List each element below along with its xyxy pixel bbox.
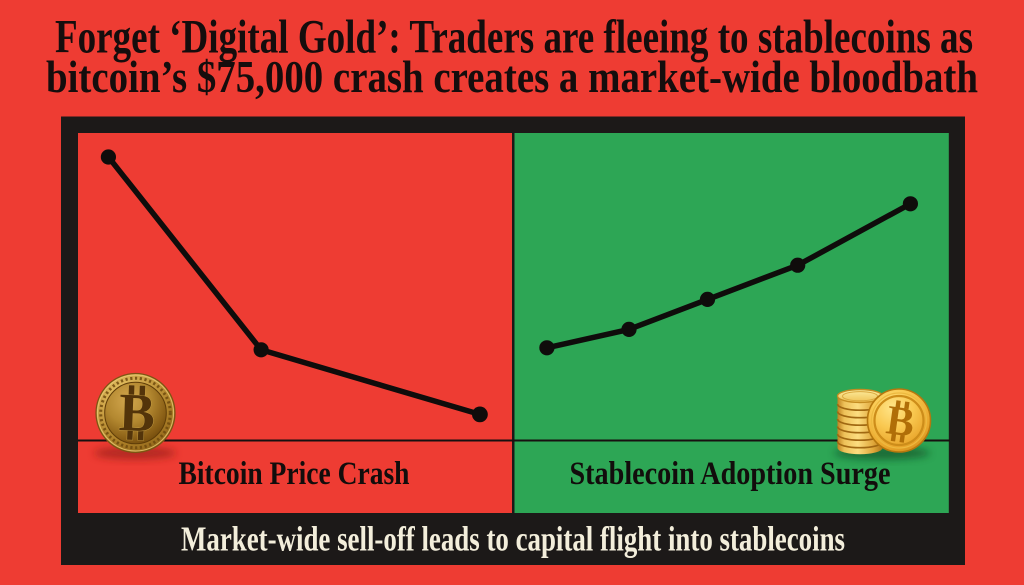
svg-text:B: B xyxy=(884,396,918,445)
svg-text:Stablecoin Adoption Surge: Stablecoin Adoption Surge xyxy=(570,456,891,492)
svg-text:Market-wide sell-off leads to: Market-wide sell-off leads to capital fl… xyxy=(181,520,845,559)
svg-text:bitcoin’s $75,000 crash create: bitcoin’s $75,000 crash creates a market… xyxy=(46,51,978,102)
svg-text:B: B xyxy=(118,382,156,443)
svg-text:Bitcoin Price Crash: Bitcoin Price Crash xyxy=(179,456,410,492)
svg-text:Forget ‘Digital Gold’: Traders: Forget ‘Digital Gold’: Traders are fleei… xyxy=(55,12,973,64)
